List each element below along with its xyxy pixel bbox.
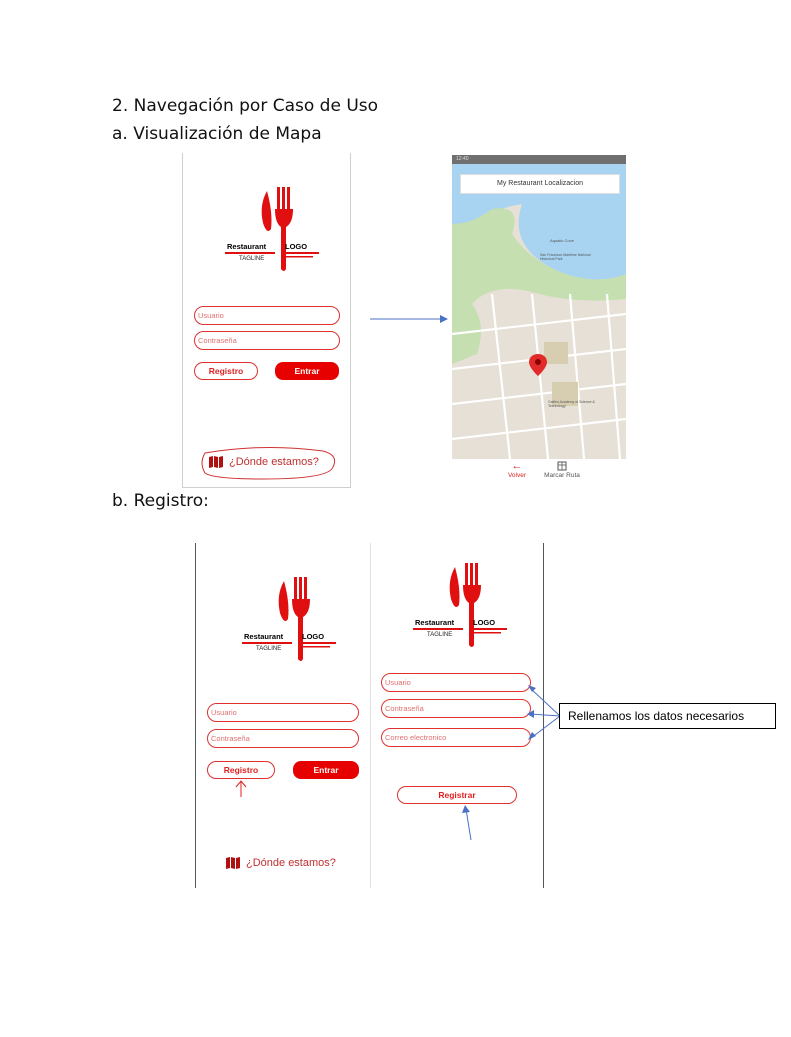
enter-button[interactable]: Entrar xyxy=(293,761,359,779)
callout-box: Rellenamos los datos necesarios xyxy=(559,703,776,729)
where-link[interactable]: ¿Dónde estamos? xyxy=(226,857,336,869)
register-username-field[interactable]: Usuario xyxy=(381,673,531,692)
map-title-bar: My Restaurant Localizacion xyxy=(460,174,620,194)
where-link-label: ¿Dónde estamos? xyxy=(229,456,319,468)
fork-icon xyxy=(225,187,319,271)
restaurant-logo: Restaurant LOGO TAGLINE xyxy=(240,573,340,663)
map-screen: 12:40 Aquatic Cove San Francisco Maritim… xyxy=(452,155,626,485)
map-label-cove: Aquatic Cove xyxy=(550,238,574,243)
flow-arrow xyxy=(370,315,448,323)
section-heading: 2. Navegación por Caso de Uso xyxy=(112,96,379,116)
hand-drawn-arrow xyxy=(235,780,247,797)
logo-tagline: TAGLINE xyxy=(427,632,453,638)
logo-word: LOGO xyxy=(285,242,308,251)
password-field[interactable]: Contraseña xyxy=(207,729,359,748)
hand-drawn-circle xyxy=(201,446,336,480)
logo-brand: Restaurant xyxy=(227,242,267,251)
logo-word: LOGO xyxy=(473,618,496,627)
map-label-park: San Francisco Maritime National Historic… xyxy=(540,253,591,261)
restaurant-logo: Restaurant LOGO TAGLINE xyxy=(223,183,323,273)
subheading-map: a. Visualización de Mapa xyxy=(112,124,322,144)
building-icon xyxy=(557,461,567,471)
nav-route[interactable]: Marcar Ruta xyxy=(540,461,584,479)
register-screen: Restaurant LOGO TAGLINE Usuario Contrase… xyxy=(370,543,544,888)
enter-button[interactable]: Entrar xyxy=(275,362,339,380)
login-screen-bottom: Restaurant LOGO TAGLINE Usuario Contrase… xyxy=(195,543,371,888)
nav-route-label: Marcar Ruta xyxy=(544,472,580,479)
password-field[interactable]: Contraseña xyxy=(194,331,340,350)
restaurant-logo: Restaurant LOGO TAGLINE xyxy=(411,559,511,649)
subheading-register: b. Registro: xyxy=(112,491,209,511)
submit-register-button[interactable]: Registrar xyxy=(397,786,517,804)
logo-tagline: TAGLINE xyxy=(256,646,282,652)
map-icon xyxy=(209,456,223,468)
arrow-left-icon: ← xyxy=(511,460,523,472)
logo-tagline: TAGLINE xyxy=(239,256,265,262)
status-bar: 12:40 xyxy=(452,155,626,164)
register-button[interactable]: Registro xyxy=(207,761,275,779)
map-icon xyxy=(226,857,240,869)
register-button[interactable]: Registro xyxy=(194,362,258,380)
nav-back-label: Volver xyxy=(507,472,527,479)
username-field[interactable]: Usuario xyxy=(207,703,359,722)
logo-brand: Restaurant xyxy=(244,632,284,641)
fork-icon xyxy=(242,577,336,661)
where-link-label: ¿Dónde estamos? xyxy=(246,857,336,869)
logo-brand: Restaurant xyxy=(415,618,455,627)
nav-back[interactable]: ← Volver xyxy=(504,460,530,480)
annotation-arrows xyxy=(527,685,561,740)
login-screen-top: Restaurant LOGO TAGLINE Usuario Contrase… xyxy=(182,153,351,488)
fork-icon xyxy=(413,563,507,647)
map-label-school: Galileo Academy of Science & Technology xyxy=(548,400,595,408)
bottom-nav: ← Volver Marcar Ruta xyxy=(452,459,626,485)
map-view[interactable] xyxy=(452,164,626,459)
username-field[interactable]: Usuario xyxy=(194,306,340,325)
register-email-field[interactable]: Correo electronico xyxy=(381,728,531,747)
where-link[interactable]: ¿Dónde estamos? xyxy=(209,456,319,468)
logo-word: LOGO xyxy=(302,632,325,641)
register-password-field[interactable]: Contraseña xyxy=(381,699,531,718)
annotation-arrow-up xyxy=(462,805,472,841)
